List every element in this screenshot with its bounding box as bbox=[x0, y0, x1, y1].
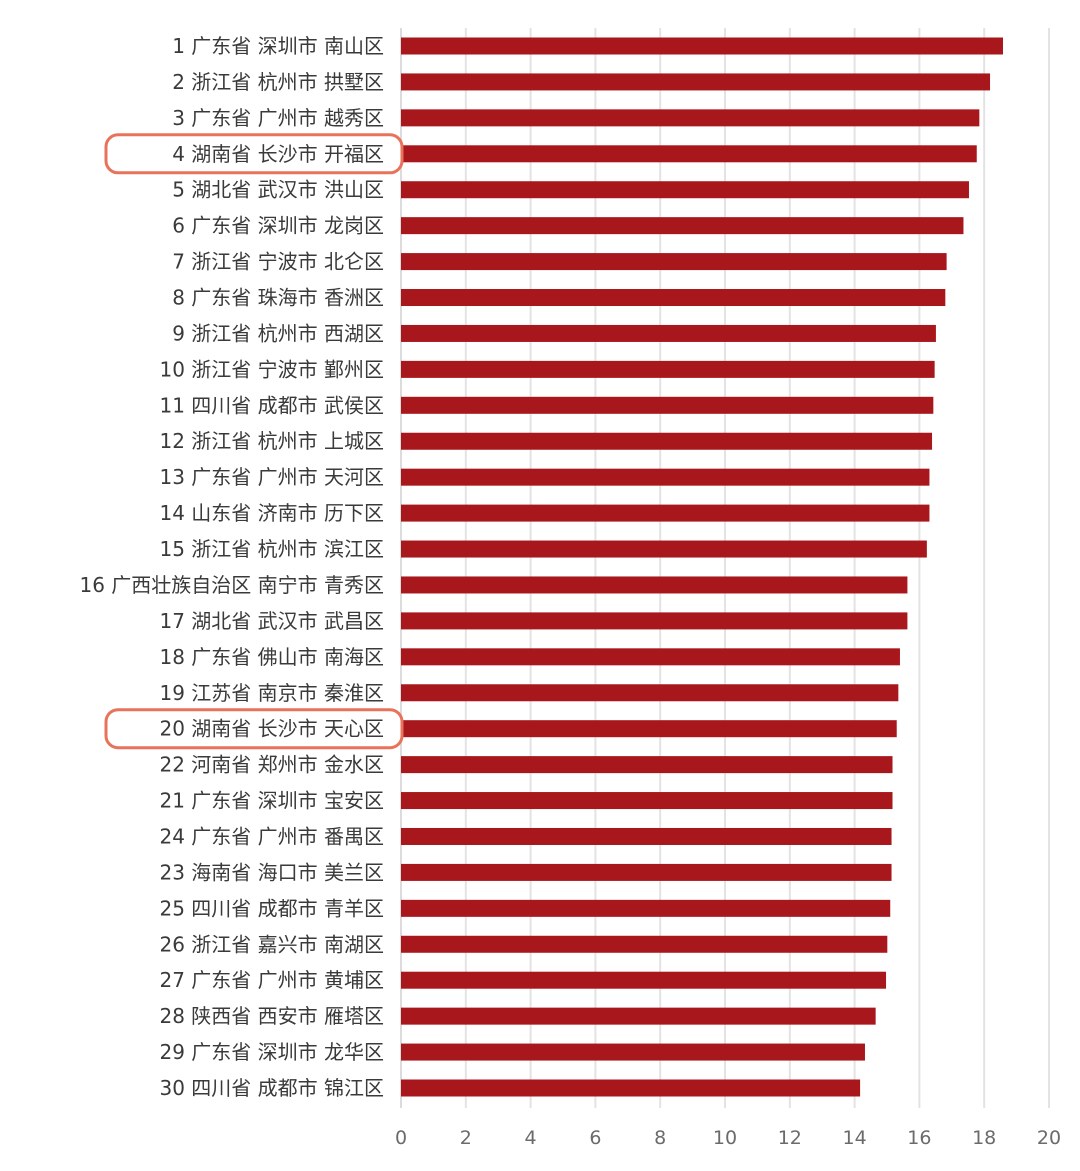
category-label: 4 湖南省 长沙市 开福区 bbox=[172, 142, 384, 166]
x-tick-label: 6 bbox=[589, 1127, 601, 1149]
bar bbox=[401, 756, 893, 774]
category-label: 9 浙江省 杭州市 西湖区 bbox=[172, 321, 384, 345]
category-label: 11 四川省 成都市 武侯区 bbox=[159, 393, 384, 417]
bar bbox=[401, 396, 934, 414]
category-label: 3 广东省 广州市 越秀区 bbox=[172, 106, 384, 130]
bar bbox=[401, 324, 936, 342]
category-label: 27 广东省 广州市 黄埔区 bbox=[159, 968, 384, 992]
category-label: 30 四川省 成都市 锦江区 bbox=[159, 1076, 384, 1100]
bar bbox=[401, 1043, 865, 1061]
x-tick-label: 12 bbox=[778, 1127, 802, 1149]
category-label: 22 河南省 郑州市 金水区 bbox=[159, 753, 384, 777]
bar bbox=[401, 684, 899, 702]
category-label: 2 浙江省 杭州市 拱墅区 bbox=[172, 70, 384, 94]
bar bbox=[401, 181, 969, 199]
bar bbox=[401, 468, 930, 486]
gridlines bbox=[400, 28, 1050, 1108]
category-label: 20 湖南省 长沙市 天心区 bbox=[159, 717, 384, 741]
bar bbox=[401, 1079, 861, 1097]
bar bbox=[401, 253, 947, 271]
bar bbox=[401, 73, 991, 91]
category-label: 24 广东省 广州市 番禺区 bbox=[159, 824, 384, 848]
category-label: 6 广东省 深圳市 龙岗区 bbox=[172, 214, 384, 238]
bar bbox=[401, 971, 887, 989]
x-tick-label: 8 bbox=[654, 1127, 666, 1149]
category-label: 15 浙江省 杭州市 滨江区 bbox=[159, 537, 384, 561]
category-label: 13 广东省 广州市 天河区 bbox=[159, 465, 384, 489]
bar bbox=[401, 827, 892, 845]
bar bbox=[401, 360, 935, 378]
category-label: 8 广东省 珠海市 香洲区 bbox=[172, 286, 384, 310]
bar bbox=[401, 217, 964, 235]
bar bbox=[401, 109, 980, 127]
x-tick-label: 18 bbox=[972, 1127, 996, 1149]
bar bbox=[401, 612, 908, 630]
x-tick-label: 20 bbox=[1037, 1127, 1061, 1149]
category-labels: 1 广东省 深圳市 南山区 2 浙江省 杭州市 拱墅区 3 广东省 广州市 越秀区 4… bbox=[79, 34, 404, 1100]
highlight-box bbox=[104, 133, 404, 175]
x-tick-label: 16 bbox=[907, 1127, 931, 1149]
x-tick-label: 10 bbox=[713, 1127, 737, 1149]
bar bbox=[401, 576, 908, 594]
category-label: 18 广东省 佛山市 南海区 bbox=[159, 645, 384, 669]
category-label: 26 浙江省 嘉兴市 南湖区 bbox=[159, 932, 384, 956]
x-tick-label: 14 bbox=[843, 1127, 867, 1149]
bar bbox=[401, 899, 891, 917]
bar bbox=[401, 935, 888, 953]
category-label: 28 陕西省 西安市 雁塔区 bbox=[159, 1004, 384, 1028]
category-label: 21 广东省 深圳市 宝安区 bbox=[159, 789, 384, 813]
highlight-box bbox=[104, 708, 404, 750]
category-label: 25 四川省 成都市 青羊区 bbox=[159, 896, 384, 920]
category-label: 14 山东省 济南市 历下区 bbox=[159, 501, 384, 525]
bar bbox=[401, 289, 946, 307]
x-tick-label: 4 bbox=[525, 1127, 537, 1149]
x-tick-label: 2 bbox=[460, 1127, 472, 1149]
bar bbox=[401, 792, 893, 810]
category-label: 17 湖北省 武汉市 武昌区 bbox=[159, 609, 384, 633]
bars bbox=[401, 37, 1003, 1097]
category-label: 29 广东省 深圳市 龙华区 bbox=[159, 1040, 384, 1064]
x-tick-label: 0 bbox=[395, 1127, 407, 1149]
bar bbox=[401, 720, 897, 738]
category-label: 7 浙江省 宁波市 北仑区 bbox=[172, 250, 384, 274]
category-label: 12 浙江省 杭州市 上城区 bbox=[159, 429, 384, 453]
category-label: 10 浙江省 宁波市 鄞州区 bbox=[159, 357, 384, 381]
bar bbox=[401, 37, 1003, 55]
category-label: 5 湖北省 武汉市 洪山区 bbox=[172, 178, 384, 202]
bar bbox=[401, 432, 933, 450]
bar bbox=[401, 145, 977, 163]
bar bbox=[401, 648, 900, 666]
category-label: 19 江苏省 南京市 秦淮区 bbox=[159, 681, 384, 705]
bar bbox=[401, 540, 927, 558]
category-label: 16 广西壮族自治区 南宁市 青秀区 bbox=[79, 573, 384, 597]
x-axis-ticks: 0 2 4 6 8 10 12 14 16 18 20 bbox=[395, 1127, 1061, 1149]
bar bbox=[401, 1007, 876, 1025]
category-label: 23 海南省 海口市 美兰区 bbox=[159, 860, 384, 884]
category-label: 1 广东省 深圳市 南山区 bbox=[172, 34, 384, 58]
bar bbox=[401, 863, 892, 881]
bar bbox=[401, 504, 930, 522]
